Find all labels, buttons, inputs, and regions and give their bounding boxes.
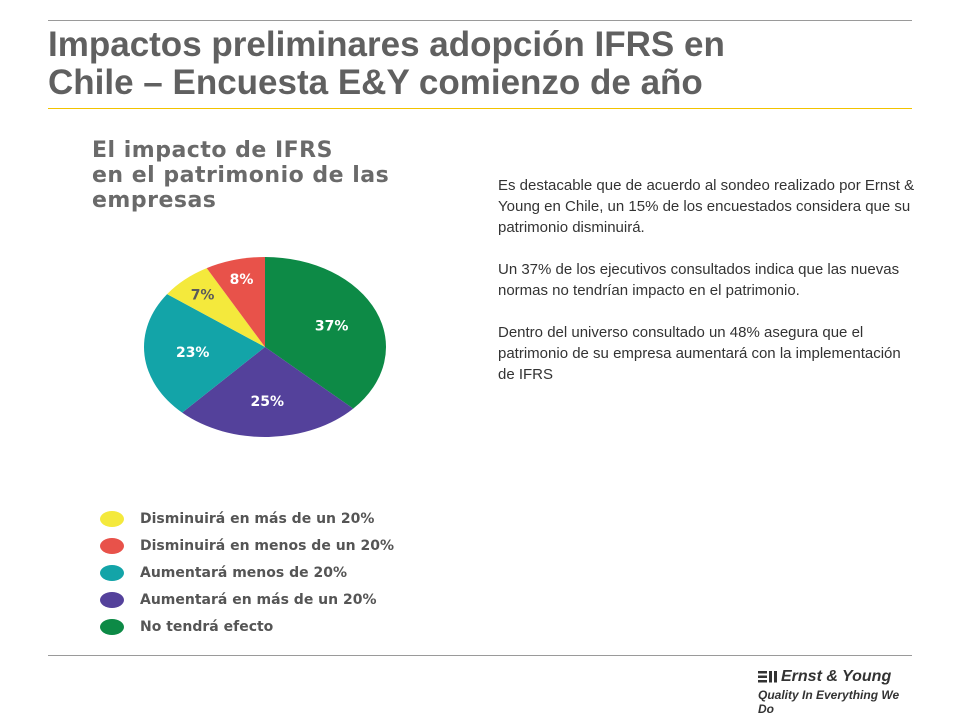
top-rule	[48, 20, 912, 21]
legend-swatch	[100, 564, 124, 581]
pie-chart: 37% 25% 23% 7% 8%	[144, 257, 386, 437]
chart-title-line-2: en el patrimonio de las	[92, 163, 390, 188]
legend-label: Aumentará en más de un 20%	[140, 591, 377, 608]
logo-tagline: Quality In Everything We Do	[758, 688, 900, 716]
legend-item: Aumentará en más de un 20%	[100, 586, 394, 613]
chart-title: El impacto de IFRS en el patrimonio de l…	[92, 138, 389, 213]
pie-slice-label: 23%	[176, 345, 210, 361]
legend-swatch	[100, 537, 124, 554]
legend-swatch	[100, 591, 124, 608]
legend-item: Disminuirá en menos de un 20%	[100, 532, 394, 559]
paragraph-3: Dentro del universo consultado un 48% as…	[498, 324, 901, 383]
pie-slice	[144, 294, 265, 413]
ernst-young-logo: Ernst & Young Quality In Everything We D…	[758, 668, 918, 716]
chart-title-line-1: El impacto de IFRS	[92, 138, 333, 163]
pie-slice	[167, 268, 265, 347]
paragraph-2: Un 37% de los ejecutivos consultados ind…	[498, 261, 900, 299]
pie-slice	[265, 257, 386, 409]
logo-name-text: Ernst & Young	[781, 668, 892, 685]
pie-slice-label: 37%	[315, 319, 349, 335]
page-title-line-1: Impactos preliminares adopción IFRS en	[48, 25, 725, 64]
pie-slice-label: 7%	[191, 287, 215, 303]
page-title: Impactos preliminares adopción IFRS en C…	[48, 26, 908, 102]
logo-name: Ernst & Young	[758, 668, 918, 686]
body-text: Es destacable que de acuerdo al sondeo r…	[498, 175, 918, 406]
pie-slice-label: 8%	[230, 272, 254, 288]
legend-label: Disminuirá en menos de un 20%	[140, 537, 395, 554]
page-title-line-2: Chile – Encuesta E&Y comienzo de año	[48, 63, 703, 102]
pie-slice	[182, 347, 354, 437]
legend-item: Disminuirá en más de un 20%	[100, 505, 394, 532]
legend-swatch	[100, 510, 124, 527]
chart-title-line-3: empresas	[92, 188, 217, 213]
paragraph-1: Es destacable que de acuerdo al sondeo r…	[498, 177, 915, 236]
bottom-rule	[48, 655, 912, 656]
legend-swatch	[100, 618, 124, 635]
ey-mark-icon	[758, 671, 777, 683]
title-underline	[48, 108, 912, 109]
legend-label: No tendrá efecto	[140, 618, 274, 635]
legend-item: No tendrá efecto	[100, 613, 394, 640]
legend-label: Disminuirá en más de un 20%	[140, 510, 375, 527]
pie-slice-label: 25%	[251, 394, 285, 410]
legend-item: Aumentará menos de 20%	[100, 559, 394, 586]
chart-legend: Disminuirá en más de un 20% Disminuirá e…	[100, 505, 394, 640]
legend-label: Aumentará menos de 20%	[140, 564, 347, 581]
pie-slice	[206, 257, 265, 347]
